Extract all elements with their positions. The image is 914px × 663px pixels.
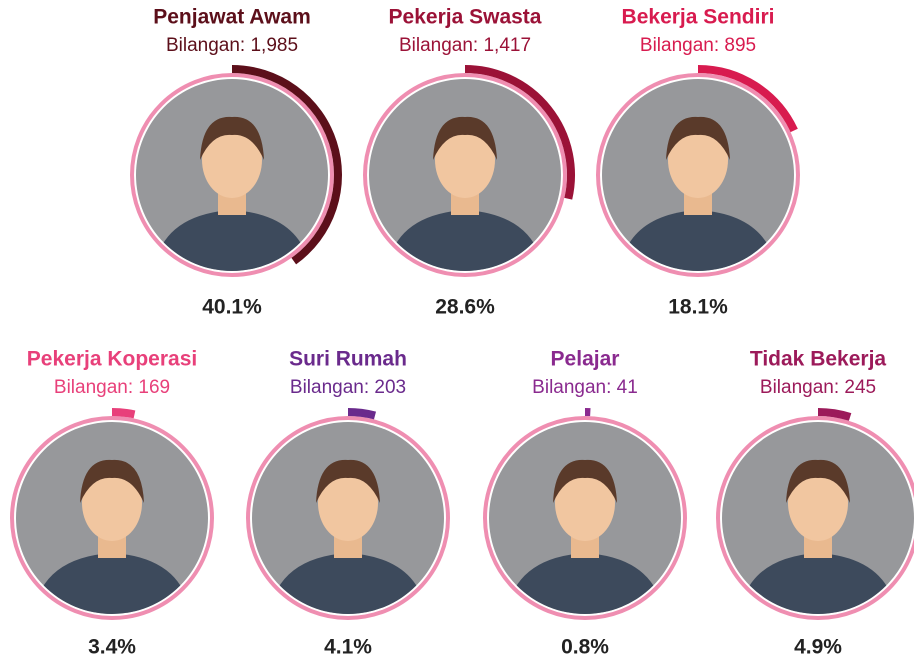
percent-label: 0.8% [561,636,609,659]
percent-arc [347,408,377,420]
percent-arc [817,408,852,421]
category-title: Suri Rumah [289,348,407,371]
ring [483,416,687,620]
hair [666,116,730,160]
person-card: Pekerja Koperasi Bilangan: 169 3.4% [10,348,214,659]
ring [596,73,800,277]
head [202,122,262,198]
percent-arc [111,408,136,419]
category-title: Pelajar [551,348,620,371]
count-label: Bilangan: 245 [760,377,876,398]
person-card: Pekerja Swasta Bilangan: 1,417 28.6% [363,6,575,319]
ring [130,73,334,277]
count-label: Bilangan: 1,985 [166,35,298,56]
category-title: Tidak Bekerja [750,348,887,371]
percent-label: 40.1% [202,296,262,319]
person-card: Bekerja Sendiri Bilangan: 895 18.1% [596,6,800,319]
hair [316,459,380,503]
hair [433,116,497,160]
count-label: Bilangan: 895 [640,35,756,56]
ring [716,416,914,620]
person-card: Tidak Bekerja Bilangan: 245 4.9% [716,348,914,659]
person-card: Penjawat Awam Bilangan: 1,985 40.1% [130,6,342,319]
hair [80,459,144,503]
percent-arc [231,65,342,265]
category-title: Pekerja Swasta [389,6,542,29]
head [82,465,142,541]
hair [553,459,617,503]
percent-arc [697,65,798,133]
percent-label: 28.6% [435,296,495,319]
percent-label: 3.4% [88,636,136,659]
percent-label: 4.1% [324,636,372,659]
category-title: Pekerja Koperasi [27,348,197,371]
count-label: Bilangan: 203 [290,377,406,398]
head [668,122,728,198]
ring [246,416,450,620]
person-card: Suri Rumah Bilangan: 203 4.1% [246,348,450,659]
percent-label: 18.1% [668,296,728,319]
hair [200,116,264,160]
count-label: Bilangan: 1,417 [399,35,531,56]
count-label: Bilangan: 41 [532,377,638,398]
hair [786,459,850,503]
ring [10,416,214,620]
head [318,465,378,541]
head [555,465,615,541]
head [435,122,495,198]
count-label: Bilangan: 169 [54,377,170,398]
person-card: Pelajar Bilangan: 41 0.8% [483,348,687,659]
percent-label: 4.9% [794,636,842,659]
percent-arc [464,65,575,200]
category-title: Penjawat Awam [153,6,311,29]
category-title: Bekerja Sendiri [622,6,775,29]
ring [363,73,567,277]
head [788,465,848,541]
